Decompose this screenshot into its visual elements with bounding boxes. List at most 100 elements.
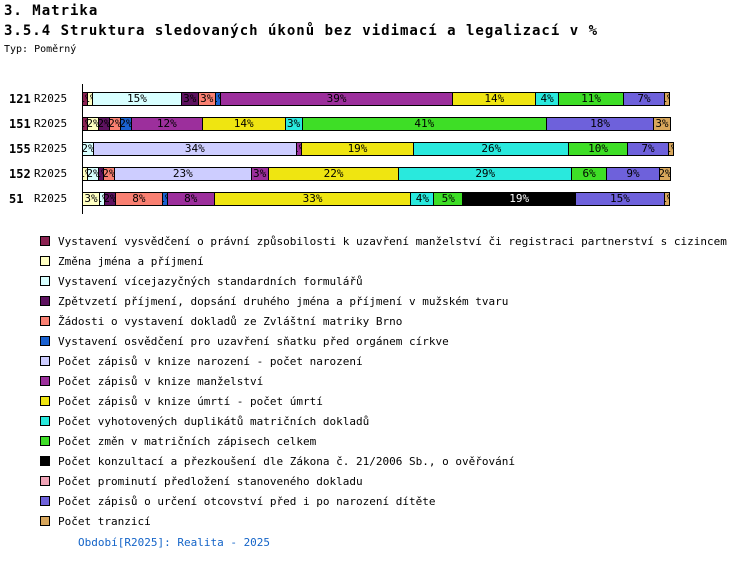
stacked-bar: 1%2%2%2%2%12%14%3%41%18%3%	[82, 116, 681, 131]
segment-value-label: 1%	[669, 143, 673, 155]
segment-value-label: 15%	[126, 92, 147, 105]
segment-value-label: 1%	[297, 143, 301, 155]
segment-value-label: 6%	[582, 167, 596, 180]
legend-label: Vystavení osvědčení pro uzavření sňatku …	[58, 334, 449, 348]
legend-item: Vystavení vícejazyčných standardních for…	[40, 271, 727, 291]
bar-segment: 3%	[284, 116, 303, 131]
segment-value-label: 2%	[82, 142, 94, 155]
stacked-bar: 1%2%1%2%23%3%22%29%6%9%2%	[82, 166, 681, 181]
segment-value-label: 14%	[484, 92, 505, 105]
legend-swatch-icon	[40, 296, 50, 306]
legend-label: Počet konzultací a přezkoušení dle Zákon…	[58, 454, 515, 468]
segment-value-label: 1%	[83, 118, 87, 130]
legend-item: Počet zápisů o určení otcovství před i p…	[40, 491, 727, 511]
segment-value-label: 9%	[626, 167, 640, 180]
bar-segment: 3%	[82, 191, 100, 206]
segment-value-label: 4%	[540, 92, 554, 105]
bar-segment: 7%	[623, 91, 665, 106]
stacked-bar: 3%1%2%8%1%8%33%4%5%19%15%1%	[82, 191, 681, 206]
segment-value-label: 23%	[172, 167, 193, 180]
segment-value-label: 8%	[184, 192, 198, 205]
bar-segment: 3%	[652, 116, 671, 131]
bar-segment: 39%	[219, 91, 454, 106]
legend-swatch-icon	[40, 396, 50, 406]
chart-type-label: Typ: Poměrný	[4, 44, 77, 55]
segment-value-label: 5%	[441, 192, 455, 205]
footer-period-note: Období[R2025]: Realita - 2025	[78, 536, 271, 549]
legend-item: Počet zápisů v knize narození - počet na…	[40, 351, 727, 371]
legend-item: Počet prominutí předložení stanoveného d…	[40, 471, 727, 491]
bar-segment: 8%	[166, 191, 215, 206]
row-id-label: 152	[9, 166, 31, 181]
legend-label: Vystavení vysvědčení o právní způsobilos…	[58, 234, 727, 248]
bar-segment: 15%	[575, 191, 665, 206]
legend-item: Vystavení vysvědčení o právní způsobilos…	[40, 231, 727, 251]
legend-swatch-icon	[40, 316, 50, 326]
segment-value-label: 22%	[323, 167, 344, 180]
segment-value-label: 3%	[655, 117, 669, 130]
legend-item: Počet tranzicí	[40, 511, 727, 531]
segment-value-label: 19%	[509, 192, 530, 205]
segment-value-label: 1%	[99, 168, 103, 180]
legend-item: Žádosti o vystavení dokladů ze Zvláštní …	[40, 311, 727, 331]
legend-label: Zpětvzetí příjmení, dopsání druhého jmén…	[58, 294, 509, 308]
segment-value-label: 8%	[132, 192, 146, 205]
segment-value-label: 10%	[588, 142, 609, 155]
bar-segment: 23%	[113, 166, 252, 181]
legend-swatch-icon	[40, 236, 50, 246]
segment-value-label: 2%	[86, 167, 99, 180]
row-period-label: R2025	[34, 167, 68, 180]
segment-value-label: 2%	[119, 117, 132, 130]
segment-value-label: 3%	[84, 192, 98, 205]
segment-value-label: 1%	[665, 93, 669, 105]
bar-segment: 14%	[452, 91, 537, 106]
bar-segment: 5%	[433, 191, 464, 206]
bar-segment: 34%	[92, 141, 297, 156]
legend-swatch-icon	[40, 356, 50, 366]
legend-item: Počet vyhotovených duplikátů matričních …	[40, 411, 727, 431]
bar-segment: 22%	[267, 166, 400, 181]
segment-value-label: 39%	[326, 92, 347, 105]
segment-value-label: 34%	[184, 142, 205, 155]
bar-segment: 2%	[658, 166, 671, 181]
legend-swatch-icon	[40, 336, 50, 346]
row-id-label: 51	[9, 191, 24, 206]
segment-value-label: 3%	[200, 92, 214, 105]
bar-segment: 26%	[413, 141, 570, 156]
bar-segment: 3%	[197, 91, 216, 106]
legend-label: Počet změn v matričních zápisech celkem	[58, 434, 317, 448]
legend-label: Počet zápisů v knize narození - počet na…	[58, 354, 363, 368]
segment-value-label: 1%	[88, 93, 92, 105]
bar-segment: 3%	[250, 166, 269, 181]
segment-value-label: 18%	[590, 117, 610, 130]
row-id-label: 121	[9, 91, 31, 106]
segment-value-label: 7%	[637, 92, 651, 105]
segment-value-label: 7%	[641, 142, 655, 155]
bar-segment: 19%	[462, 191, 577, 206]
legend-label: Počet zápisů o určení otcovství před i p…	[58, 494, 436, 508]
bar-segment: 12%	[130, 116, 203, 131]
bar-segment: 14%	[201, 116, 286, 131]
bar-segment: 4%	[535, 91, 560, 106]
segment-value-label: 3%	[253, 167, 267, 180]
segment-value-label: 2%	[97, 117, 110, 130]
segment-value-label: 2%	[103, 192, 116, 205]
bar-segment: 19%	[300, 141, 415, 156]
segment-value-label: 1%	[83, 93, 87, 105]
bar-row-152: 152R20251%2%1%2%23%3%22%29%6%9%2%	[0, 161, 750, 186]
legend-swatch-icon	[40, 276, 50, 286]
legend: Vystavení vysvědčení o právní způsobilos…	[40, 231, 727, 531]
bar-segment: 10%	[568, 141, 629, 156]
legend-swatch-icon	[40, 416, 50, 426]
legend-item: Změna jména a příjmení	[40, 251, 727, 271]
legend-item: Vystavení osvědčení pro uzavření sňatku …	[40, 331, 727, 351]
bar-segment: 33%	[213, 191, 412, 206]
bar-segment: 29%	[398, 166, 573, 181]
bar-segment: 7%	[627, 141, 669, 156]
legend-item: Zpětvzetí příjmení, dopsání druhého jmén…	[40, 291, 727, 311]
segment-value-label: 1%	[163, 193, 167, 205]
legend-label: Žádosti o vystavení dokladů ze Zvláštní …	[58, 314, 403, 328]
bar-segment: 15%	[91, 91, 182, 106]
legend-label: Změna jména a příjmení	[58, 254, 204, 268]
